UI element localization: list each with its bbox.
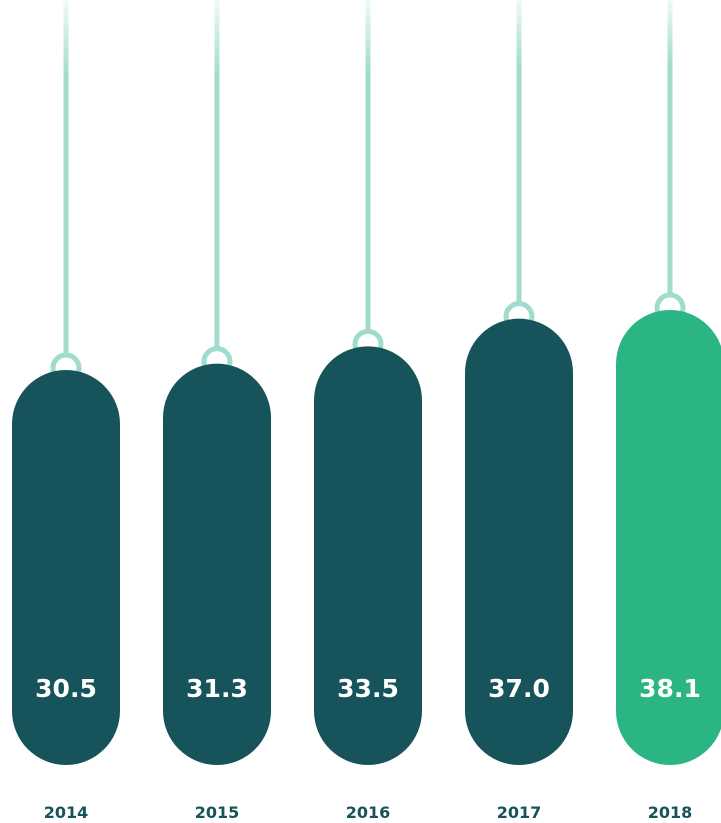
x-tick-label: 2017 <box>497 803 542 822</box>
bar-value-label: 38.1 <box>639 674 701 703</box>
bar <box>465 318 573 765</box>
bar-group-2016: 33.5 2016 <box>314 0 422 822</box>
bar-value-label: 33.5 <box>337 674 399 703</box>
bar-group-2017: 37.0 2017 <box>465 0 573 822</box>
bar-value-label: 30.5 <box>35 674 97 703</box>
bars-layer: 30.5 2014 31.3 2015 33.5 2016 37.0 2017 38.1 2018 <box>12 0 721 822</box>
x-tick-label: 2016 <box>346 803 391 822</box>
x-tick-label: 2014 <box>44 803 89 822</box>
bar <box>163 363 271 765</box>
bar <box>12 370 120 765</box>
bar <box>616 310 721 765</box>
bar-group-2018: 38.1 2018 <box>616 0 721 822</box>
bar-group-2015: 31.3 2015 <box>163 0 271 822</box>
bar-string <box>214 0 220 351</box>
bar-value-label: 37.0 <box>488 674 550 703</box>
x-tick-label: 2018 <box>648 803 693 822</box>
x-tick-label: 2015 <box>195 803 240 822</box>
bar-string <box>63 0 69 357</box>
bar-string <box>365 0 371 334</box>
bar <box>314 346 422 765</box>
bar-group-2014: 30.5 2014 <box>12 0 120 822</box>
bar-string <box>516 0 522 306</box>
bar-value-label: 31.3 <box>186 674 248 703</box>
bar-string <box>667 0 673 297</box>
